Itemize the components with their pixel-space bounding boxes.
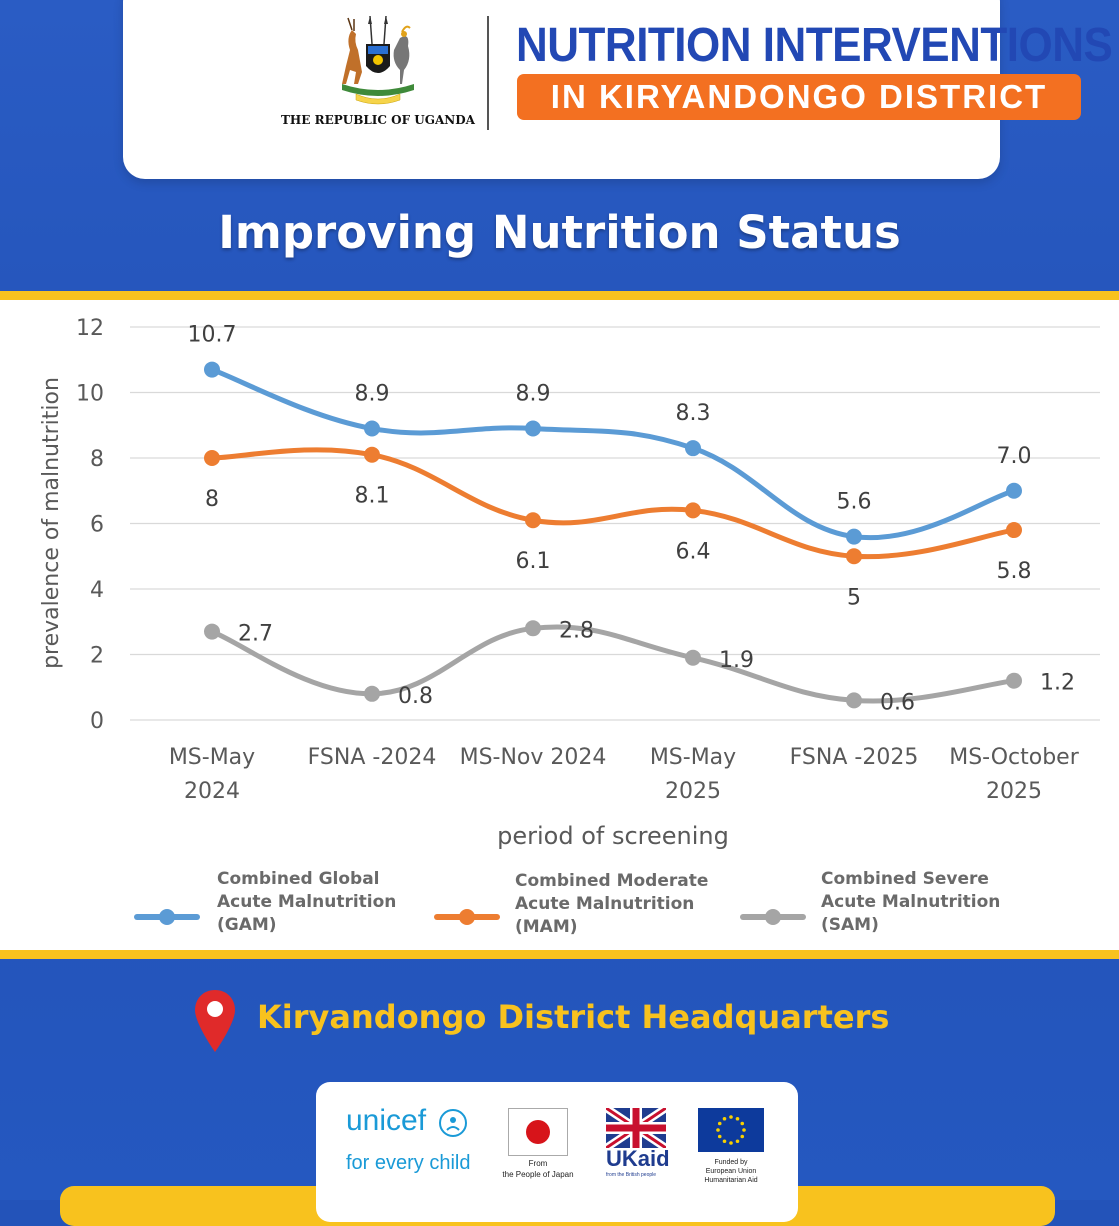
eu-flag-icon bbox=[698, 1108, 764, 1152]
page-title: NUTRITION INTERVENTIONS bbox=[516, 18, 1113, 72]
data-point-gam-0 bbox=[204, 361, 220, 378]
y-tick-label-4: 4 bbox=[90, 578, 104, 603]
map-pin-icon bbox=[195, 990, 235, 1052]
legend-label-gam: Combined Global Acute Malnutrition (GAM) bbox=[217, 869, 397, 935]
data-label-gam-3: 8.3 bbox=[676, 401, 711, 426]
location-text: Kiryandongo District Headquarters bbox=[257, 998, 890, 1036]
partners-card: unicef for every child From the People o… bbox=[316, 1082, 798, 1222]
japan-flag-icon bbox=[508, 1108, 568, 1156]
data-point-sam-2 bbox=[525, 620, 541, 637]
legend-marker-mam bbox=[459, 909, 475, 925]
y-tick-label-2: 2 bbox=[90, 644, 104, 669]
x-tick-label-2: MS-Nov 2024 bbox=[460, 745, 607, 770]
header-divider bbox=[487, 16, 489, 130]
data-label-gam-2: 8.9 bbox=[516, 382, 551, 407]
y-axis-label: prevalence of malnutrition bbox=[39, 377, 64, 669]
data-point-sam-3 bbox=[685, 649, 701, 666]
data-point-mam-1 bbox=[364, 446, 380, 463]
data-label-mam-3: 6.4 bbox=[676, 539, 711, 564]
data-label-gam-4: 5.6 bbox=[837, 490, 872, 515]
x-axis-label: period of screening bbox=[497, 822, 729, 850]
line-chart: 0 2 4 6 8 10 12 prevalence of malnutrition MS-Ma… bbox=[39, 316, 1100, 925]
data-label-mam-4: 5 bbox=[847, 585, 861, 610]
series-line-sam bbox=[209, 624, 1017, 704]
uk-flag-icon bbox=[606, 1108, 666, 1148]
data-point-mam-2 bbox=[525, 512, 541, 529]
data-point-sam-1 bbox=[364, 685, 380, 702]
data-label-mam-0: 8 bbox=[205, 487, 219, 512]
x-tick-label-5: MS-October 2025 bbox=[949, 745, 1079, 804]
ukaid-tagline: from the British people bbox=[606, 1172, 657, 1178]
data-point-mam-0 bbox=[204, 450, 220, 466]
yellow-divider-top bbox=[0, 291, 1119, 300]
chart-panel: 0 2 4 6 8 10 12 prevalence of malnutrition MS-Ma… bbox=[0, 300, 1119, 950]
legend-marker-sam bbox=[765, 909, 781, 925]
uganda-coat-of-arms-icon bbox=[342, 15, 414, 105]
data-point-sam-5 bbox=[1006, 672, 1022, 689]
data-point-gam-4 bbox=[846, 528, 862, 545]
header-card: THE REPUBLIC OF UGANDA NUTRITION INTERVE… bbox=[123, 0, 1113, 179]
data-label-sam-5: 1.2 bbox=[1040, 671, 1075, 696]
data-point-sam-0 bbox=[204, 623, 220, 640]
x-tick-label-4: FSNA -2025 bbox=[790, 745, 919, 770]
data-label-mam-5: 5.8 bbox=[997, 559, 1032, 584]
unicef-emblem-icon bbox=[439, 1109, 467, 1137]
data-point-mam-3 bbox=[685, 502, 701, 519]
data-point-gam-1 bbox=[364, 420, 380, 437]
data-label-sam-3: 1.9 bbox=[719, 648, 754, 673]
data-label-sam-2: 2.8 bbox=[559, 618, 594, 643]
eu-caption: Funded by European Union Humanitarian Ai… bbox=[704, 1159, 758, 1184]
subtitle-banner: IN KIRYANDONGO DISTRICT bbox=[517, 74, 1081, 120]
data-point-gam-2 bbox=[525, 420, 541, 437]
ukaid-logo-text: UKaid bbox=[606, 1146, 670, 1171]
data-label-mam-1: 8.1 bbox=[355, 484, 390, 509]
unicef-tagline: for every child bbox=[346, 1152, 471, 1174]
page-subtitle: IN KIRYANDONGO DISTRICT bbox=[550, 78, 1048, 115]
x-tick-label-3: MS-May 2025 bbox=[650, 745, 736, 804]
data-point-mam-5 bbox=[1006, 522, 1022, 539]
data-label-sam-1: 0.8 bbox=[398, 684, 433, 709]
data-point-sam-4 bbox=[846, 692, 862, 709]
data-label-gam-5: 7.0 bbox=[997, 444, 1032, 469]
yellow-divider-bottom bbox=[0, 950, 1119, 959]
x-tick-label-0: MS-May 2024 bbox=[169, 745, 255, 804]
data-label-sam-0: 2.7 bbox=[238, 622, 273, 647]
location-row: Kiryandongo District Headquarters bbox=[0, 988, 1119, 1058]
data-label-gam-1: 8.9 bbox=[355, 382, 390, 407]
y-tick-label-0: 0 bbox=[90, 709, 104, 734]
unicef-logo-text: unicef bbox=[346, 1104, 427, 1137]
data-point-gam-3 bbox=[685, 440, 701, 457]
legend-label-sam: Combined Severe Acute Malnutrition (SAM) bbox=[821, 869, 1001, 935]
y-tick-label-10: 10 bbox=[76, 382, 104, 407]
data-point-gam-5 bbox=[1006, 482, 1022, 499]
data-point-mam-4 bbox=[846, 548, 862, 565]
data-label-sam-4: 0.6 bbox=[880, 690, 915, 715]
y-tick-label-6: 6 bbox=[90, 513, 104, 538]
japan-caption: From the People of Japan bbox=[502, 1159, 574, 1179]
data-label-mam-2: 6.1 bbox=[516, 549, 551, 574]
data-label-gam-0: 10.7 bbox=[188, 323, 237, 348]
legend-label-mam: Combined Moderate Acute Malnutrition (MA… bbox=[515, 871, 709, 937]
series-line-gam bbox=[209, 367, 1017, 541]
y-tick-label-8: 8 bbox=[90, 447, 104, 472]
x-tick-label-1: FSNA -2024 bbox=[308, 745, 437, 770]
section-title: Improving Nutrition Status bbox=[218, 206, 901, 259]
legend-marker-gam bbox=[159, 909, 175, 925]
y-tick-label-12: 12 bbox=[76, 316, 104, 341]
series-line-mam bbox=[209, 447, 1017, 560]
emblem-caption: THE REPUBLIC OF UGANDA bbox=[281, 113, 475, 127]
